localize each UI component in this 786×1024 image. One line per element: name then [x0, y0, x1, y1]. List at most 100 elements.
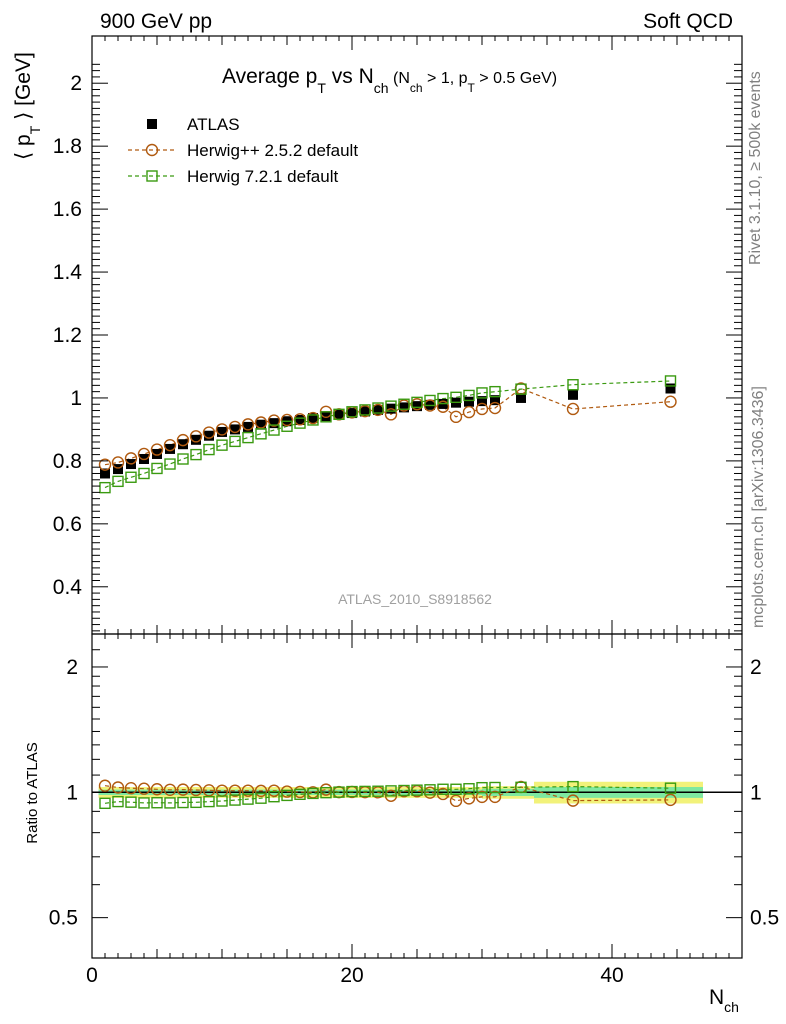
main-point-s0-8: [204, 430, 214, 441]
ratio-point-s1-18: [333, 786, 345, 798]
main-point-s0-33: [665, 383, 676, 394]
main-point-s0-4: [152, 448, 162, 459]
ratio-y-tick-label-right-2: 2: [750, 656, 762, 679]
legend-marker-0: [147, 119, 157, 129]
main-point-s2-5: [164, 458, 176, 470]
main-point-s2-28: [463, 389, 475, 402]
main-y-tick-label-8: 2: [70, 72, 82, 95]
main-point-s0-12: [256, 419, 266, 430]
ratio-y-tick-label-left-2: 2: [66, 656, 78, 679]
main-y-tick-label-4: 1.2: [53, 324, 82, 347]
main-point-s1-29: [475, 402, 489, 416]
main-y-tick-label-1: 0.6: [53, 513, 82, 536]
ratio-point-s1-2: [125, 796, 137, 808]
main-point-s2-18: [333, 408, 345, 421]
header-left-label: 900 GeV pp: [100, 10, 212, 33]
ratio-point-s0-3: [137, 782, 151, 795]
main-point-s0-28: [464, 396, 474, 407]
ratio-point-s1-23: [398, 784, 410, 797]
main-point-s1-6: [176, 433, 190, 447]
main-point-s1-2: [124, 452, 138, 465]
legend-marker-1: [145, 143, 159, 157]
main-point-s1-27: [449, 410, 463, 424]
main-point-s0-17: [321, 411, 331, 422]
main-point-s2-0: [99, 481, 111, 494]
main-point-s1-7: [189, 430, 203, 443]
header-right-label: Soft QCD: [643, 10, 733, 33]
main-point-s0-9: [217, 426, 227, 437]
main-point-s2-13: [268, 424, 280, 436]
main-y-tick-label-3: 1: [70, 387, 82, 410]
ratio-point-s0-8: [202, 784, 216, 797]
ratio-point-s0-7: [189, 783, 203, 797]
ratio-point-s1-12: [255, 792, 267, 804]
main-point-s1-10: [228, 420, 242, 434]
ratio-point-s0-30: [488, 790, 502, 804]
main-point-s1-33: [664, 395, 677, 408]
main-y-tick-label-6: 1.6: [53, 198, 82, 221]
rivet-label: Rivet 3.1.10, ≥ 500k events: [747, 71, 764, 265]
ratio-point-s1-24: [411, 784, 423, 796]
ratio-point-s0-0: [98, 779, 112, 792]
ratio-point-s0-33: [664, 793, 677, 807]
mcplots-label: mcplots.cern.ch [arXiv:1306.3436]: [750, 386, 767, 628]
ratio-point-s1-11: [242, 793, 254, 805]
ratio-point-s1-0: [99, 797, 111, 810]
main-series-line-1: [104, 387, 671, 466]
ratio-point-s1-8: [203, 795, 215, 808]
main-point-s2-20: [359, 404, 371, 416]
ratio-point-s1-6: [177, 796, 189, 809]
x-axis-label: Nch: [709, 986, 739, 1015]
ratio-point-s1-13: [268, 791, 280, 803]
main-point-s1-5: [163, 438, 177, 452]
main-point-s1-3: [137, 447, 151, 461]
main-point-s1-32: [566, 402, 580, 416]
main-series-line-2: [104, 380, 671, 489]
main-point-s2-27: [450, 391, 462, 404]
main-point-s2-3: [138, 467, 150, 480]
main-point-s1-13: [267, 414, 281, 427]
legend: ATLAS Herwig++ 2.5.2 default Herwig 7.2.1 …: [128, 115, 358, 186]
ratio-point-s1-14: [281, 789, 293, 802]
main-point-s1-9: [215, 423, 229, 436]
main-point-s0-24: [412, 401, 422, 412]
ratio-y-tick-label-right-0: 0.5: [750, 907, 779, 930]
ratio-point-s1-7: [190, 796, 202, 809]
main-point-s0-32: [568, 389, 578, 400]
ratio-series-line-0: [104, 785, 671, 802]
ratio-point-s1-4: [151, 797, 163, 809]
main-point-s0-13: [269, 418, 279, 429]
analysis-watermark: ATLAS_2010_S8918562: [338, 591, 492, 607]
ratio-point-s0-4: [150, 783, 164, 796]
ratio-point-s1-26: [437, 783, 449, 795]
ratio-point-s1-9: [216, 795, 228, 807]
main-point-s0-15: [295, 414, 305, 425]
ratio-point-s0-28: [462, 792, 476, 805]
main-point-s1-28: [462, 405, 476, 419]
legend-marker-2: [146, 170, 158, 182]
ratio-point-s0-13: [267, 784, 281, 797]
main-plot-title: Average pT vs Nch (Nch > 1, pT > 0.5 GeV…: [222, 65, 557, 96]
ratio-point-s1-17: [320, 786, 332, 799]
main-point-s2-10: [229, 435, 241, 448]
main-point-s0-1: [113, 464, 123, 475]
ratio-point-s0-29: [475, 790, 489, 804]
x-tick-label-0: 0: [86, 964, 98, 987]
ratio-point-s1-29: [476, 781, 488, 794]
main-point-s0-31: [516, 392, 526, 403]
main-point-s0-7: [191, 434, 201, 445]
main-point-s2-23: [398, 398, 410, 410]
ratio-y-tick-label-left-1: 1: [66, 781, 78, 804]
main-point-s2-26: [437, 392, 449, 405]
main-point-s0-29: [477, 396, 487, 407]
ratio-point-s0-32: [566, 794, 580, 807]
main-point-s2-4: [151, 462, 163, 475]
main-point-s1-30: [488, 401, 502, 415]
main-y-tick-label-5: 1.4: [53, 261, 83, 284]
main-point-s0-16: [308, 413, 318, 424]
main-point-s2-11: [242, 431, 254, 444]
ratio-point-s1-27: [450, 783, 462, 795]
ratio-point-s1-25: [424, 784, 436, 796]
main-point-s2-21: [372, 402, 384, 414]
